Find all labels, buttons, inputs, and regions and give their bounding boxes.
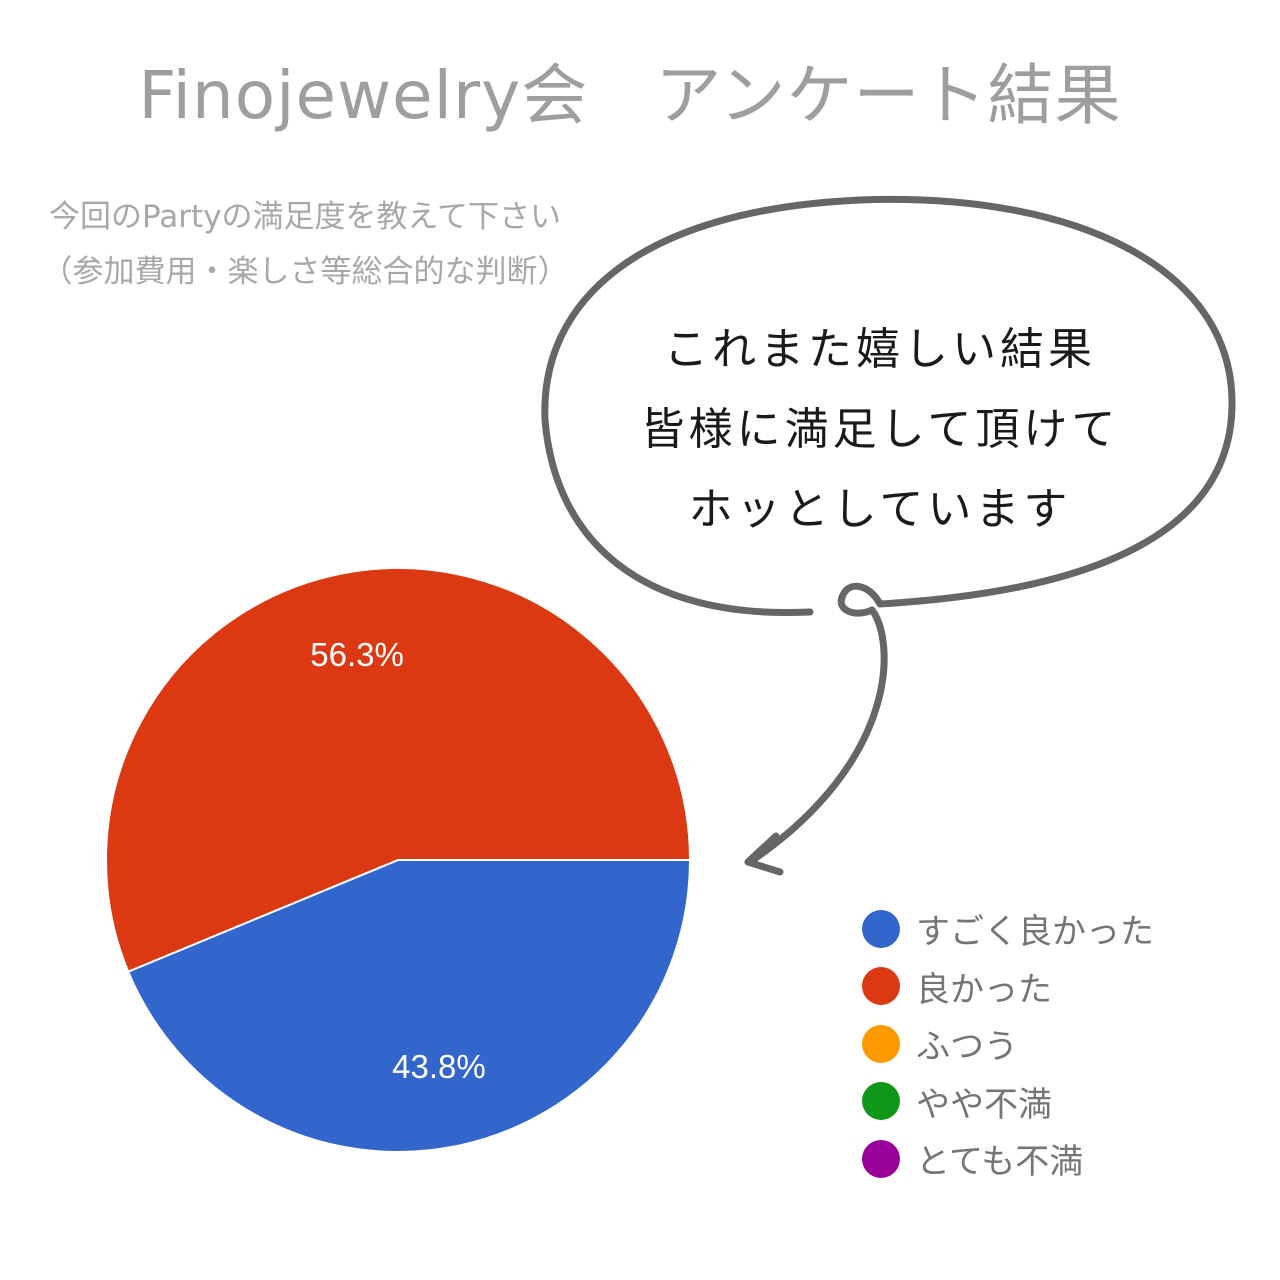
legend-label: すごく良かった [916, 912, 1154, 953]
bubble-line: 皆様に満足して頂けて [640, 404, 1120, 455]
speech-bubble-outline [541, 195, 1236, 866]
chart-legend: すごく良かった 良かった ふつう やや不満 とても不満 [862, 900, 1154, 1188]
legend-label: とても不満 [916, 1142, 1084, 1183]
legend-item: とても不満 [862, 1130, 1154, 1188]
pie-slice-label: 43.8% [392, 1048, 486, 1085]
bubble-message: これまた嬉しい結果 皆様に満足して頂けて ホッとしています [600, 310, 1160, 550]
legend-swatch [862, 909, 900, 948]
bubble-line: これまた嬉しい結果 [664, 324, 1096, 375]
legend-item: ふつう [862, 1015, 1154, 1073]
pie-slice-1 [105, 567, 692, 973]
legend-item: すごく良かった [862, 900, 1154, 958]
legend-swatch [862, 1082, 900, 1121]
legend-swatch [862, 1139, 900, 1178]
legend-label: 良かった [916, 969, 1052, 1010]
legend-item: やや不満 [862, 1073, 1154, 1131]
speech-bubble [541, 195, 1236, 876]
pie-group: 43.8% 56.3% [105, 567, 692, 1153]
pie-slice-0 [126, 859, 692, 1153]
legend-label: ふつう [916, 1027, 1018, 1068]
legend-label: やや不満 [916, 1084, 1052, 1125]
legend-swatch [862, 1024, 900, 1063]
pie-slice-label: 56.3% [310, 636, 404, 673]
bubble-line: ホッとしています [688, 484, 1072, 535]
legend-swatch [862, 967, 900, 1006]
arrow-head-icon [744, 832, 784, 876]
page-title: Finojewelry会 アンケート結果 [138, 57, 1122, 134]
chart-question: 今回のPartyの満足度を教えて下さい（参加費用・楽しさ等総合的な判断） [41, 199, 569, 290]
legend-item: 良かった [862, 958, 1154, 1016]
